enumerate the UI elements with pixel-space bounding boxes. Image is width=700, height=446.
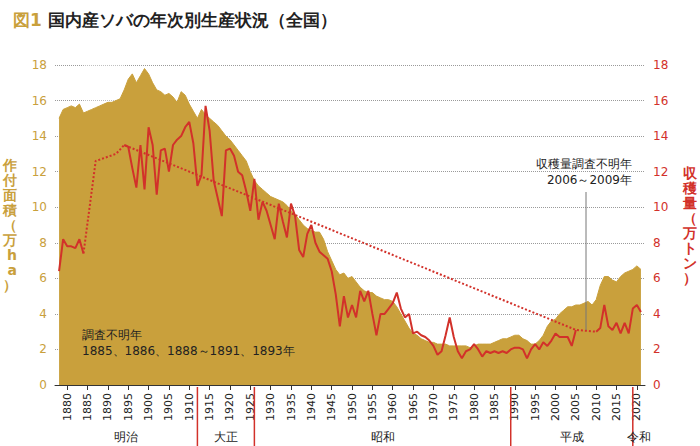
svg-text:1995: 1995 bbox=[529, 393, 542, 421]
svg-text:1975: 1975 bbox=[447, 393, 460, 421]
svg-text:付: 付 bbox=[2, 172, 17, 188]
svg-text:1980: 1980 bbox=[468, 393, 481, 421]
svg-text:1900: 1900 bbox=[142, 393, 155, 421]
svg-text:大正: 大正 bbox=[214, 430, 238, 444]
svg-text:調査不明年: 調査不明年 bbox=[82, 328, 142, 342]
svg-text:1985: 1985 bbox=[488, 393, 501, 421]
svg-text:1885、1886、1888～1891、1893年: 1885、1886、1888～1891、1893年 bbox=[82, 344, 295, 358]
svg-text:14: 14 bbox=[653, 129, 668, 143]
svg-text:8: 8 bbox=[653, 236, 661, 250]
svg-text:1910: 1910 bbox=[183, 393, 196, 421]
svg-text:6: 6 bbox=[653, 271, 661, 285]
svg-text:16: 16 bbox=[653, 94, 668, 108]
svg-text:1970: 1970 bbox=[427, 393, 440, 421]
svg-text:16: 16 bbox=[32, 94, 47, 108]
svg-text:2: 2 bbox=[653, 342, 661, 356]
svg-text:収穫量調査不明年: 収穫量調査不明年 bbox=[536, 157, 632, 171]
svg-text:1895: 1895 bbox=[122, 393, 135, 421]
svg-text:1885: 1885 bbox=[81, 393, 94, 421]
svg-text:昭和: 昭和 bbox=[371, 430, 395, 444]
svg-text:1925: 1925 bbox=[243, 393, 257, 421]
svg-text:6: 6 bbox=[39, 271, 47, 285]
svg-text:1950: 1950 bbox=[346, 393, 359, 421]
svg-text:12: 12 bbox=[653, 165, 668, 179]
svg-text:1930: 1930 bbox=[264, 393, 277, 421]
svg-text:量: 量 bbox=[682, 195, 697, 211]
svg-text:明治: 明治 bbox=[114, 430, 138, 444]
svg-text:収: 収 bbox=[683, 165, 698, 181]
svg-text:2000: 2000 bbox=[549, 393, 562, 421]
svg-text:）: ） bbox=[3, 277, 17, 293]
svg-text:1960: 1960 bbox=[386, 393, 399, 421]
svg-text:）: ） bbox=[683, 270, 697, 286]
svg-text:14: 14 bbox=[32, 129, 47, 143]
svg-text:（: （ bbox=[683, 210, 697, 226]
svg-text:2: 2 bbox=[39, 342, 47, 356]
svg-text:18: 18 bbox=[32, 58, 47, 72]
svg-text:2010: 2010 bbox=[590, 393, 603, 421]
svg-text:2006～2009年: 2006～2009年 bbox=[547, 173, 632, 187]
svg-text:18: 18 bbox=[653, 58, 668, 72]
svg-text:図1: 図1 bbox=[13, 10, 42, 30]
svg-text:2005: 2005 bbox=[569, 393, 582, 421]
svg-text:0: 0 bbox=[39, 378, 47, 392]
svg-text:ン: ン bbox=[683, 255, 697, 271]
svg-text:4: 4 bbox=[39, 307, 47, 321]
svg-text:ト: ト bbox=[683, 240, 697, 256]
svg-text:令和: 令和 bbox=[627, 430, 651, 444]
svg-text:8: 8 bbox=[39, 236, 47, 250]
svg-text:10: 10 bbox=[653, 200, 668, 214]
svg-text:1880: 1880 bbox=[61, 393, 74, 421]
svg-text:万: 万 bbox=[682, 225, 697, 241]
svg-text:1945: 1945 bbox=[325, 393, 338, 421]
svg-text:1940: 1940 bbox=[305, 393, 318, 421]
svg-text:作: 作 bbox=[2, 157, 17, 173]
svg-text:国内産ソバの年次別生産状況（全国）: 国内産ソバの年次別生産状況（全国） bbox=[48, 10, 337, 30]
svg-text:1905: 1905 bbox=[162, 393, 175, 421]
svg-text:1935: 1935 bbox=[285, 393, 298, 421]
svg-text:面: 面 bbox=[2, 187, 17, 203]
svg-text:a: a bbox=[8, 262, 17, 278]
svg-text:2015: 2015 bbox=[610, 393, 623, 421]
svg-text:1965: 1965 bbox=[407, 393, 420, 421]
svg-text:12: 12 bbox=[32, 165, 47, 179]
svg-text:4: 4 bbox=[653, 307, 661, 321]
svg-text:1920: 1920 bbox=[223, 393, 236, 421]
svg-text:0: 0 bbox=[653, 378, 661, 392]
svg-text:1990: 1990 bbox=[508, 393, 522, 421]
svg-text:積: 積 bbox=[2, 202, 17, 218]
svg-text:平成: 平成 bbox=[560, 430, 584, 444]
svg-text:10: 10 bbox=[32, 200, 47, 214]
svg-text:2020: 2020 bbox=[630, 393, 644, 421]
svg-text:（: （ bbox=[3, 217, 17, 233]
svg-text:h: h bbox=[7, 247, 17, 263]
svg-text:1955: 1955 bbox=[366, 393, 379, 421]
svg-text:万: 万 bbox=[2, 232, 17, 248]
svg-text:穫: 穫 bbox=[682, 180, 697, 196]
svg-text:1890: 1890 bbox=[101, 393, 114, 421]
svg-text:1915: 1915 bbox=[203, 393, 216, 421]
